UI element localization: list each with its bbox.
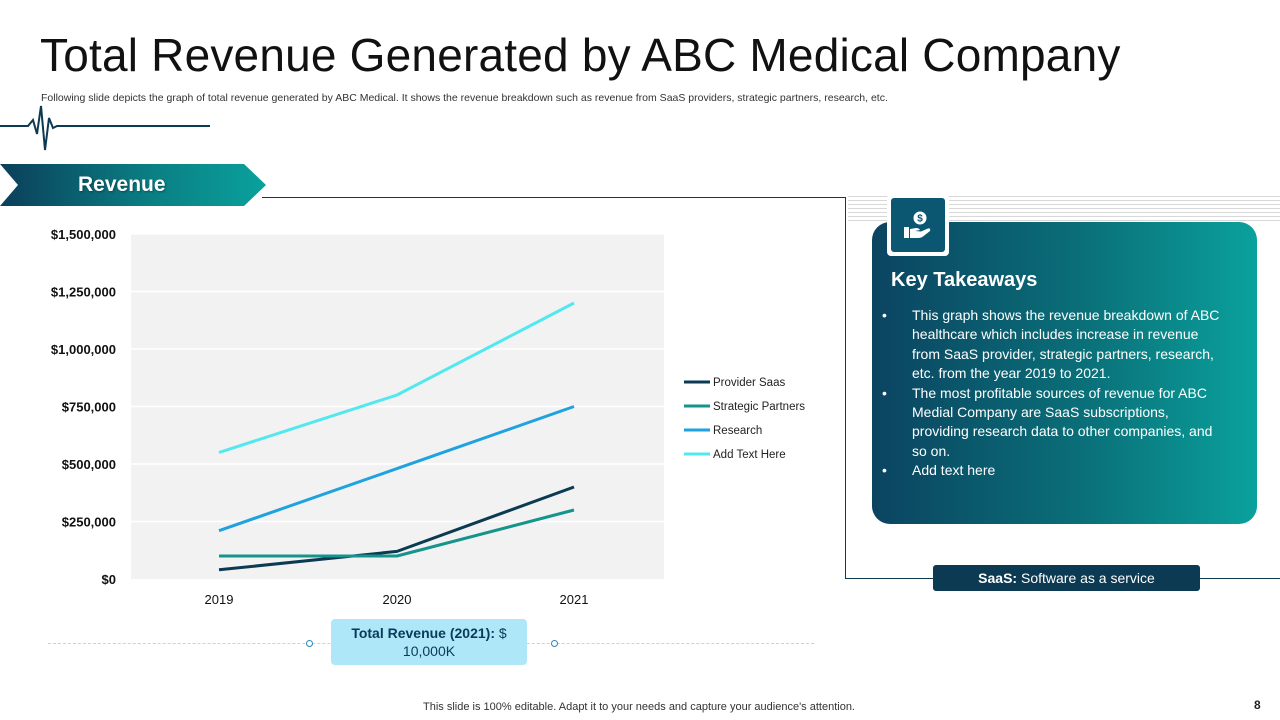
divider-dot bbox=[551, 640, 558, 647]
list-item: This graph shows the revenue breakdown o… bbox=[880, 306, 1225, 384]
revenue-line-chart: $0 $250,000 $500,000 $750,000 $1,000,000 $1,2… bbox=[51, 227, 805, 607]
key-takeaways-title: Key Takeaways bbox=[891, 269, 1038, 291]
money-hand-icon: $ bbox=[904, 211, 931, 238]
section-label: Revenue bbox=[78, 173, 166, 196]
page-number: 8 bbox=[1254, 698, 1261, 712]
slide-subtitle: Following slide depicts the graph of tot… bbox=[41, 92, 888, 104]
series-line-strategic-partners bbox=[219, 508, 575, 558]
x-axis-tick-labels: 2019 2020 2021 bbox=[205, 592, 589, 607]
legend-label: Research bbox=[713, 425, 762, 437]
slide-footer: This slide is 100% editable. Adapt it to… bbox=[423, 701, 855, 713]
saas-term: SaaS: bbox=[978, 570, 1018, 586]
x-tick-label: 2020 bbox=[383, 592, 412, 607]
series-line-add-text-here bbox=[218, 301, 575, 454]
saas-definition-note: SaaS: Software as a service bbox=[933, 565, 1200, 591]
svg-text:$: $ bbox=[917, 214, 923, 225]
total-revenue-box: Total Revenue (2021): $ 10,000K bbox=[331, 619, 527, 665]
list-item: The most profitable sources of revenue f… bbox=[880, 384, 1225, 462]
chart-legend: Provider Saas Strategic Partners Research A… bbox=[684, 377, 805, 461]
y-tick-label: $250,000 bbox=[62, 515, 116, 530]
heartbeat-icon bbox=[0, 105, 210, 151]
slide-title: Total Revenue Generated by ABC Medical C… bbox=[40, 29, 1121, 81]
x-tick-label: 2019 bbox=[205, 592, 234, 607]
frame-divider bbox=[845, 197, 846, 579]
chart-series-lines bbox=[218, 301, 575, 572]
y-axis-tick-labels: $0 $250,000 $500,000 $750,000 $1,000,000 $1,2… bbox=[51, 227, 116, 587]
series-line-provider-saas bbox=[218, 485, 575, 572]
saas-definition: Software as a service bbox=[1020, 570, 1155, 586]
key-takeaways-icon-box: $ bbox=[887, 194, 949, 256]
key-takeaways-list: This graph shows the revenue breakdown o… bbox=[880, 306, 1225, 481]
revenue-section-banner: Revenue bbox=[0, 164, 266, 206]
y-tick-label: $500,000 bbox=[62, 457, 116, 472]
legend-label: Provider Saas bbox=[713, 377, 785, 389]
y-tick-label: $1,000,000 bbox=[51, 342, 116, 357]
y-tick-label: $750,000 bbox=[62, 400, 116, 415]
chart-gridlines bbox=[131, 233, 664, 523]
y-tick-label: $0 bbox=[102, 572, 116, 587]
divider-dot bbox=[306, 640, 313, 647]
total-revenue-label: Total Revenue (2021): bbox=[351, 625, 495, 641]
total-revenue-value: $ 10,000K bbox=[402, 625, 507, 659]
legend-label: Add Text Here bbox=[713, 449, 786, 461]
frame-divider bbox=[262, 197, 846, 198]
y-tick-label: $1,500,000 bbox=[51, 227, 116, 242]
x-tick-label: 2021 bbox=[560, 592, 589, 607]
list-item: Add text here bbox=[880, 461, 1225, 481]
y-tick-label: $1,250,000 bbox=[51, 285, 116, 300]
series-line-research bbox=[218, 405, 575, 533]
legend-label: Strategic Partners bbox=[713, 401, 805, 413]
